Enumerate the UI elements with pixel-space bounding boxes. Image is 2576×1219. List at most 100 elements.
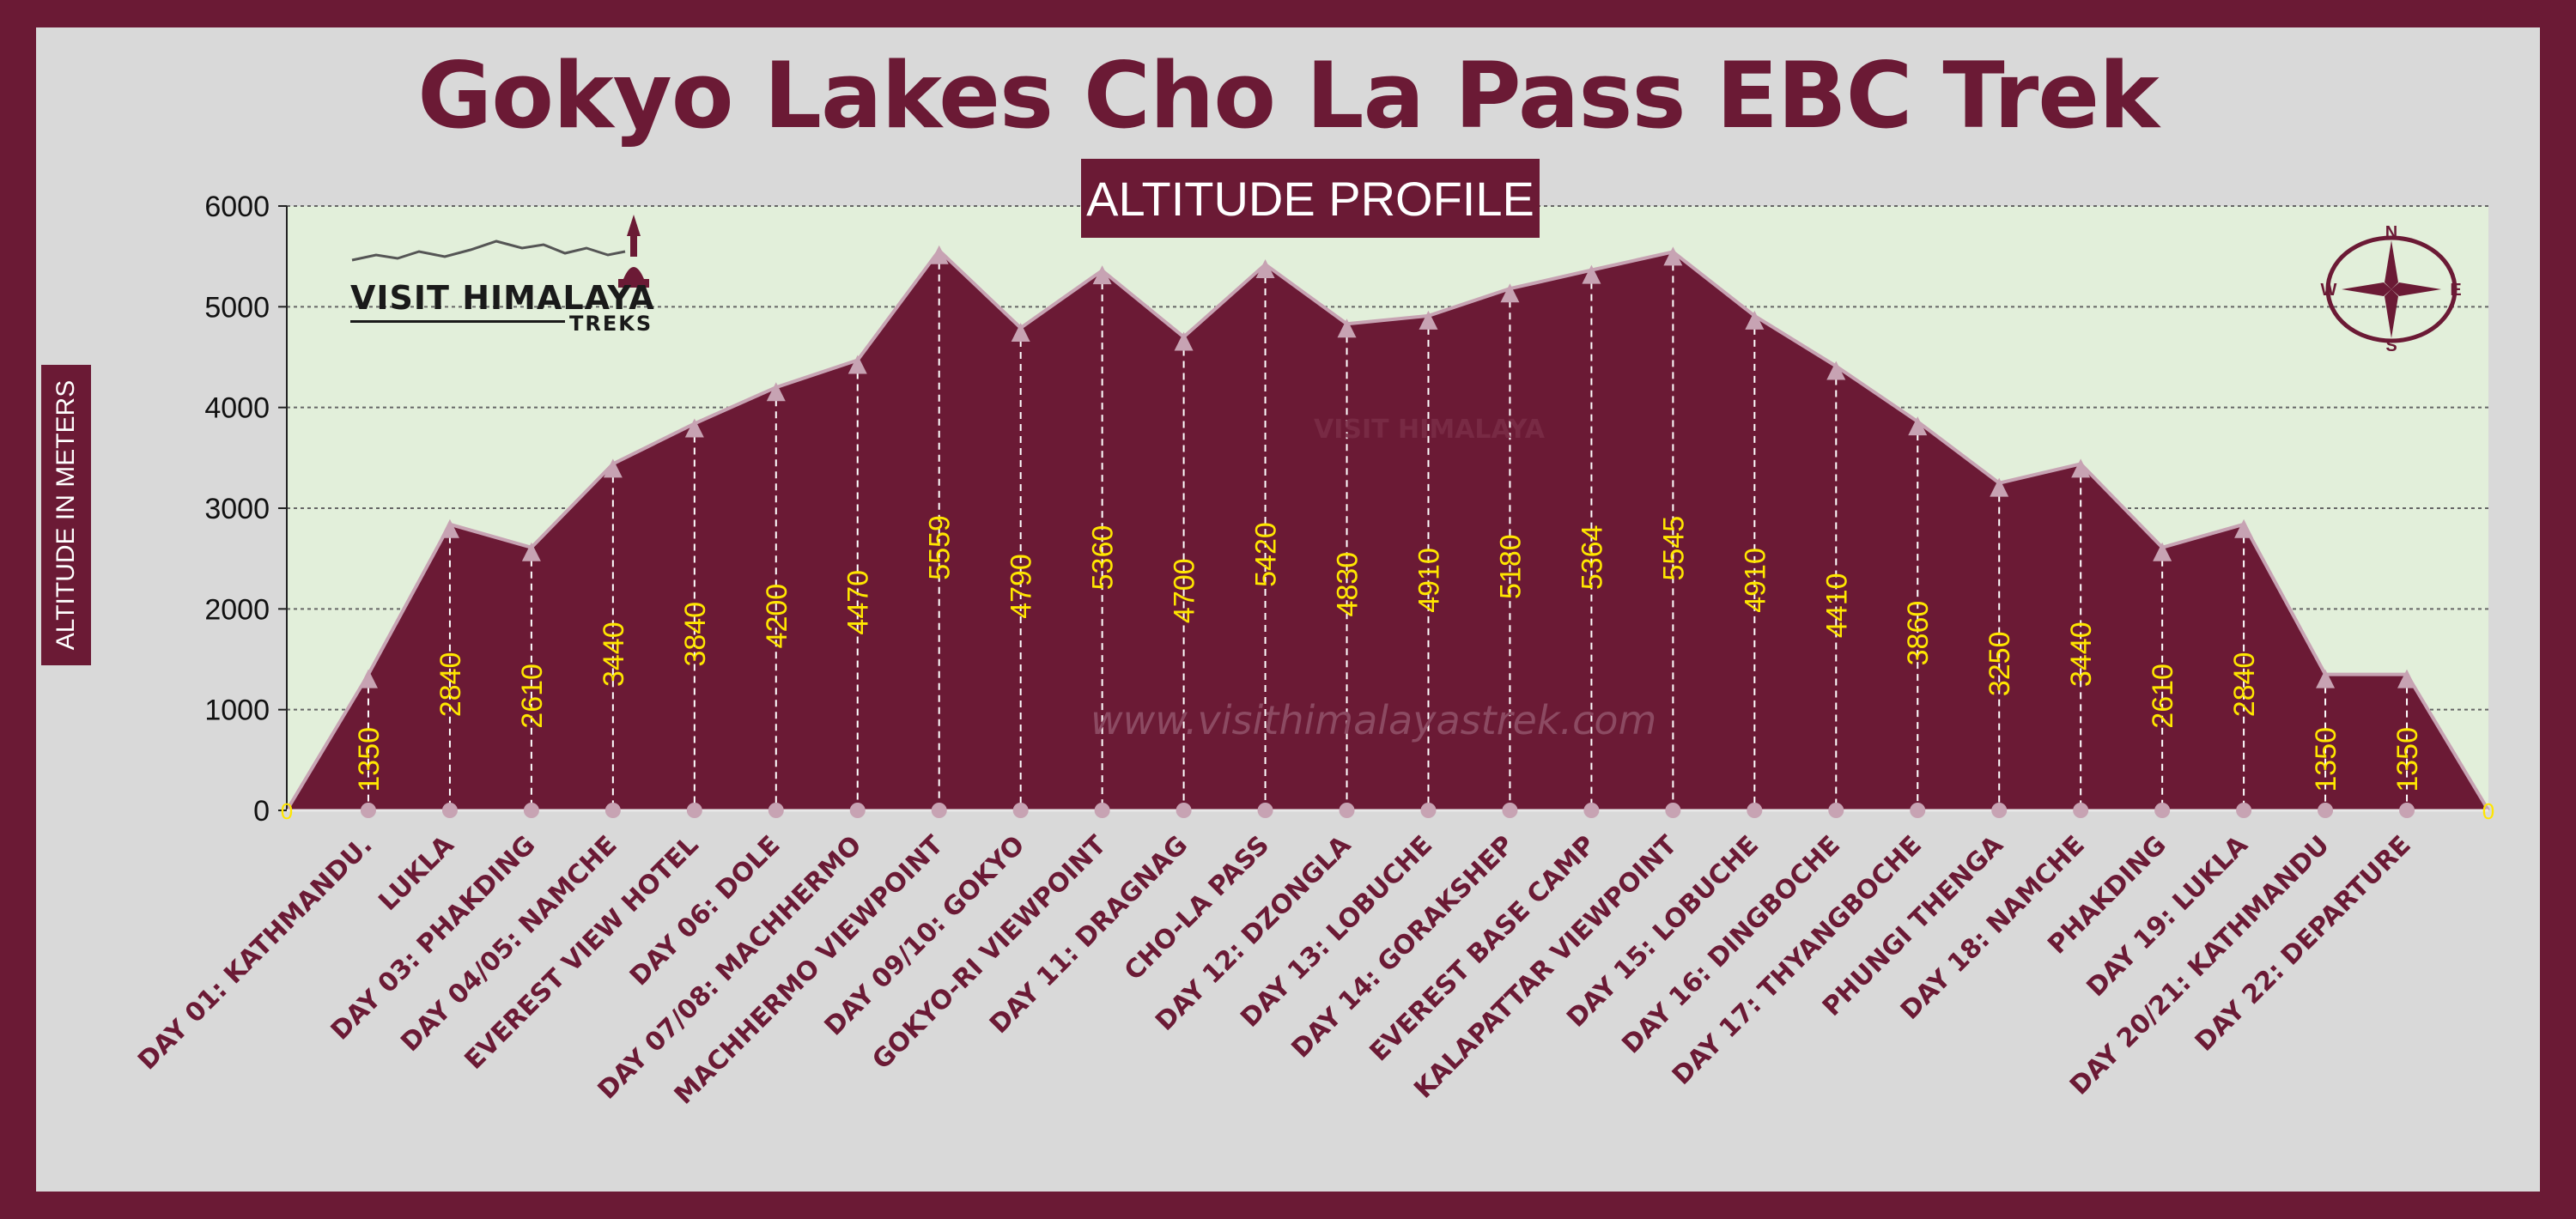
data-label: 4830 [1332,552,1364,617]
base-marker [1420,803,1437,818]
peak-marker [1745,310,1765,330]
peak-marker [2234,519,2254,538]
base-marker [2073,803,2089,818]
y-tick-label: 5000 [204,291,270,324]
peak-marker [2316,669,2336,688]
data-label: 1350 [2310,727,2342,792]
base-marker [523,803,539,818]
data-label: 3250 [1984,632,2016,697]
endpoint-label: 0 [281,798,293,824]
y-tick-label: 1000 [204,694,270,727]
peak-marker [1419,310,1438,330]
data-label: 2840 [2228,652,2261,718]
data-label: 5559 [924,515,957,580]
base-marker [1502,803,1518,818]
base-marker [1910,803,1926,818]
peak-marker [1908,416,1928,436]
data-label: 5180 [1494,534,1527,599]
peak-marker [848,355,867,374]
data-label: 3840 [679,602,712,667]
peak-marker [1826,361,1846,380]
data-label: 3440 [598,622,630,687]
compass-n: N [2385,225,2397,242]
base-marker [1665,803,1681,818]
peak-marker [684,418,704,438]
data-label: 3440 [2065,622,2098,687]
base-marker [931,803,947,818]
data-label: 4470 [842,570,875,635]
compass-w: W [2321,281,2337,300]
chart-subtitle-text: ALTITUDE PROFILE [1086,171,1534,226]
base-marker [1828,803,1844,818]
peak-marker [521,542,541,561]
altitude-area [287,250,2488,810]
logo-sub-text: TREKS [569,312,653,336]
base-marker [441,803,458,818]
base-marker [1991,803,2008,818]
y-axis-label: ALTITUDE IN METERS [41,365,91,665]
base-marker [849,803,866,818]
chart-title: Gokyo Lakes Cho La Pass EBC Trek [417,43,2159,149]
data-label: 3860 [1902,601,1935,666]
data-label: 1350 [353,727,386,792]
x-category-label: CHO-LA PASS [1119,830,1275,986]
data-label: 4790 [1005,554,1038,619]
data-label: 4410 [1820,573,1853,638]
altitude-line [285,247,2490,812]
base-marker [2236,803,2252,818]
base-marker [2399,803,2415,818]
base-marker [768,803,784,818]
base-marker [1094,803,1110,818]
data-label: 4910 [1739,548,1771,613]
peak-marker [1092,265,1112,285]
base-marker [1257,803,1273,818]
peak-marker [2071,458,2091,478]
mountain-stupa-icon [351,215,649,288]
peak-marker [1663,246,1683,266]
peak-marker [1174,331,1194,351]
base-marker [360,803,376,818]
compass-icon: N S E W [2318,223,2464,355]
compass-e: E [2450,281,2461,300]
base-marker [686,803,702,818]
data-label: 5420 [1250,522,1283,587]
base-marker [1176,803,1192,818]
base-marker [605,803,621,818]
logo-brand-text: VISIT HIMALAYA [350,279,655,317]
y-tick-label: 0 [253,795,270,828]
base-marker [1012,803,1029,818]
data-label: 2610 [516,664,549,729]
peak-marker [2153,542,2172,561]
peak-marker [440,519,459,538]
compass-s: S [2385,337,2397,354]
peak-marker [358,669,378,688]
data-label: 2840 [434,652,467,718]
base-marker [1583,803,1600,818]
data-label: 4910 [1413,548,1445,613]
peak-marker [1582,264,1601,284]
peak-marker [1500,283,1520,303]
base-marker [1339,803,1355,818]
x-category-label: DAY 06: DOLE [624,830,787,992]
y-tick-label: 3000 [204,493,270,525]
watermark-logo: VISIT HIMALAYA [1314,415,1545,445]
data-label: 2610 [2147,664,2179,729]
watermark-url: www.visithimalayastrek.com [1091,697,1657,743]
y-tick-label: 2000 [204,593,270,626]
base-marker [2154,803,2171,818]
y-tick-label: 4000 [204,392,270,425]
peak-marker [2397,669,2417,688]
data-label: 4200 [761,584,793,649]
chart-subtitle: ALTITUDE PROFILE [1081,159,1540,238]
peak-marker [1255,259,1275,279]
endpoint-label: 0 [2482,798,2494,824]
data-label: 5545 [1657,516,1690,581]
y-tick-label: 6000 [204,191,270,223]
y-axis-label-text: ALTITUDE IN METERS [52,379,81,651]
peak-marker [929,245,949,264]
data-label: 4700 [1169,558,1201,623]
base-marker [2318,803,2334,818]
data-label: 5360 [1087,525,1120,591]
base-marker [1747,803,1763,818]
